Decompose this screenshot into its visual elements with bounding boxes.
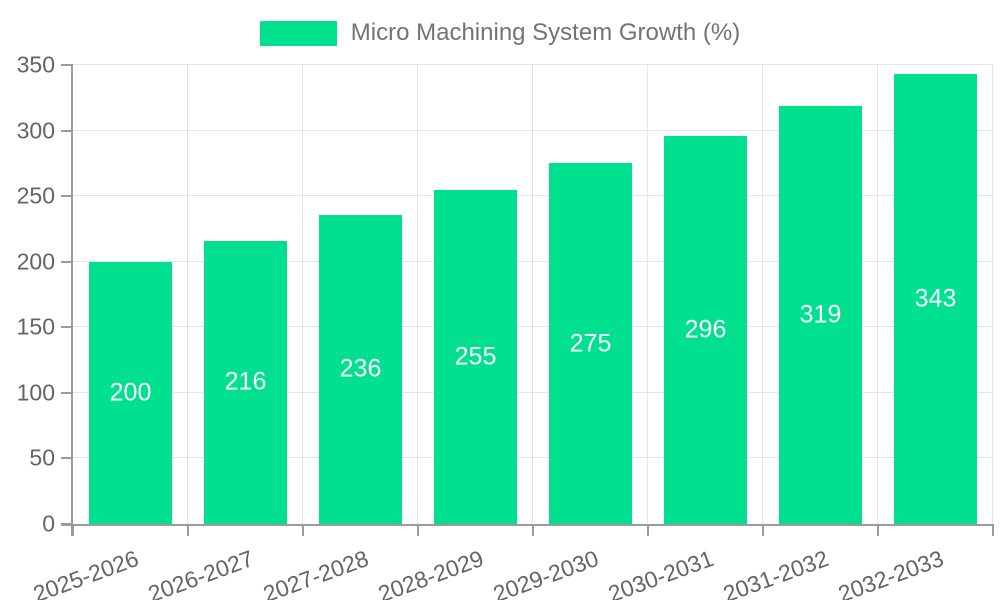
x-gridline <box>187 65 188 524</box>
y-axis-tick-label: 300 <box>16 117 55 144</box>
bar[interactable]: 319 <box>779 105 862 524</box>
y-axis-tick-label: 150 <box>16 313 55 340</box>
bar-value-label: 319 <box>799 300 842 329</box>
bar[interactable]: 236 <box>319 214 402 524</box>
bar[interactable]: 200 <box>89 261 172 524</box>
x-gridline <box>877 65 878 524</box>
bar-value-label: 200 <box>109 378 152 407</box>
x-axis-tick <box>417 524 419 536</box>
bar[interactable]: 343 <box>894 74 977 524</box>
x-gridline <box>992 65 993 524</box>
x-axis-tick <box>187 524 189 536</box>
x-axis-tick-label: 2025-2026 <box>29 545 142 600</box>
x-axis-tick <box>302 524 304 536</box>
bar-value-label: 343 <box>914 284 957 313</box>
y-axis-tick <box>61 129 73 132</box>
y-axis-tick <box>61 64 73 66</box>
bar-value-label: 275 <box>569 329 612 358</box>
bar-value-label: 296 <box>684 315 727 344</box>
x-gridline <box>762 65 763 524</box>
x-gridline <box>417 65 418 524</box>
y-axis-tick <box>61 326 73 329</box>
x-axis-tick <box>647 524 649 536</box>
bar[interactable]: 216 <box>204 240 287 524</box>
legend-label: Micro Machining System Growth (%) <box>350 19 741 46</box>
x-axis-tick-label: 2027-2028 <box>259 545 372 600</box>
x-gridline <box>302 65 303 524</box>
x-axis-tick <box>762 524 764 536</box>
y-axis-tick-label: 100 <box>16 379 55 406</box>
y-axis-tick-label: 50 <box>29 444 55 471</box>
y-axis-tick <box>61 457 73 460</box>
x-axis-tick-label: 2026-2027 <box>144 545 257 600</box>
x-axis-tick <box>532 524 534 536</box>
bar[interactable]: 296 <box>664 135 747 524</box>
x-axis-tick-label: 2030-2031 <box>604 545 717 600</box>
x-axis-tick <box>877 524 879 536</box>
x-axis-tick-label: 2031-2032 <box>719 545 832 600</box>
y-gridline <box>73 64 993 65</box>
x-axis-tick-label: 2028-2029 <box>374 545 487 600</box>
bar[interactable]: 255 <box>434 189 517 524</box>
x-axis-tick-label: 2029-2030 <box>489 545 602 600</box>
bar[interactable]: 275 <box>549 163 632 524</box>
bar-value-label: 236 <box>339 354 382 383</box>
y-axis-tick-label: 250 <box>16 182 55 209</box>
x-axis-tick <box>72 524 74 536</box>
x-axis-tick <box>992 524 994 536</box>
legend-swatch <box>259 20 337 46</box>
y-axis-tick <box>61 391 73 394</box>
x-axis-tick-label: 2032-2033 <box>834 545 947 600</box>
legend[interactable]: Micro Machining System Growth (%) <box>0 19 1000 47</box>
x-axis-line <box>61 524 993 526</box>
x-gridline <box>647 65 648 524</box>
bar-value-label: 255 <box>454 342 497 371</box>
y-axis-tick-label: 0 <box>42 510 55 537</box>
x-gridline <box>532 65 533 524</box>
y-axis-line <box>71 65 73 536</box>
y-axis-tick-label: 200 <box>16 248 55 275</box>
bar-value-label: 216 <box>224 367 267 396</box>
y-axis-tick <box>61 195 73 198</box>
y-axis-tick <box>61 260 73 263</box>
y-axis-tick-label: 350 <box>16 51 55 78</box>
